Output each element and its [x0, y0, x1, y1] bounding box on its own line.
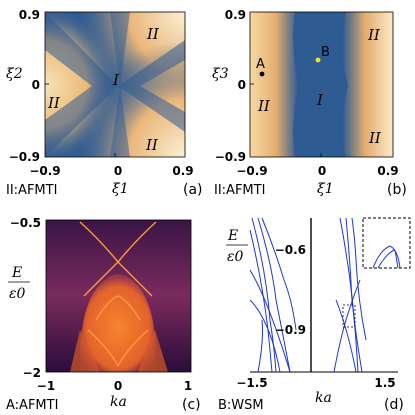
panel-a-ytick-mid: 0 — [32, 78, 40, 92]
panel-d-inset — [362, 217, 411, 269]
panel-d-xtick-left: −1.5 — [236, 376, 267, 390]
panel-b-ytick-bot: −0.9 — [215, 150, 246, 164]
panel-a-ytick-top: 0.9 — [19, 8, 40, 22]
panel-b-ytick-top: 0.9 — [225, 8, 246, 22]
point-a-label: A — [256, 57, 265, 72]
point-b-marker — [315, 57, 321, 63]
panel-c-ytick-bot: −2 — [23, 366, 41, 380]
panel-a-region-ii-topright: II — [146, 25, 160, 43]
panel-d-ylabel-num: E — [227, 228, 238, 244]
panel-c-legend: A:AFMTI — [6, 398, 58, 413]
panel-c-ylabel-den: ε0 — [9, 286, 26, 302]
panel-a-xtick-left: −0.9 — [29, 164, 60, 178]
panel-d-zoom-box — [342, 304, 356, 328]
panel-a-region-ii-left: II — [47, 94, 61, 112]
panel-a-legend: II:AFMTI — [6, 183, 57, 198]
panel-c: −0.5 −2 E ε0 −1 0 1 ka A:AFMTI (c) — [6, 216, 201, 413]
panel-a-xtick-right: 0.9 — [172, 164, 193, 178]
panel-c-xtick-mid: 0 — [114, 379, 122, 393]
panel-a-tag: (a) — [183, 182, 203, 198]
panel-c-xlabel: ka — [110, 394, 127, 410]
panel-a-ylabel: ξ2 — [6, 66, 23, 82]
panel-b-ytick-mid: 0 — [238, 78, 246, 92]
panel-b-xtick-mid: 0 — [318, 164, 326, 178]
panel-c-ylabel-num: E — [11, 265, 22, 281]
panel-d-tag: (d) — [384, 397, 404, 413]
panel-b-xtick-left: −0.9 — [236, 164, 267, 178]
point-b-label: B — [321, 45, 330, 60]
panel-d-xtick-right: 1.5 — [374, 376, 395, 390]
panel-b-region-i: I — [316, 91, 324, 109]
panel-d-ytick-top: −0.6 — [275, 243, 306, 257]
panel-b-xtick-right: 0.9 — [377, 164, 398, 178]
panel-d-legend: B:WSM — [218, 398, 264, 413]
panel-c-bands — [79, 221, 157, 367]
panel-a-region-ii-bottomright: II — [145, 136, 159, 154]
panel-b-region-ii-left: II — [257, 97, 271, 115]
panel-d: −0.6 −0.9 E ε0 −1.5 1.5 ka B:WSM (d) — [218, 217, 411, 413]
panel-a-ytick-bot: −0.9 — [9, 150, 40, 164]
panel-b: II I II II A B 0.9 0 −0.9 ξ3 −0.9 0 0.9 … — [212, 8, 407, 198]
panel-c-tag: (c) — [182, 397, 201, 413]
panel-c-xtick-right: 1 — [184, 379, 192, 393]
panel-a: II I II II 0.9 0 −0.9 ξ2 −0.9 0 0.9 ξ1 I… — [6, 8, 203, 198]
panel-b-legend: II:AFMTI — [214, 183, 265, 198]
panel-a-region-i: I — [112, 71, 120, 89]
panel-b-region-ii-topright: II — [367, 26, 381, 44]
panel-d-inset-bands — [372, 245, 401, 269]
panel-b-tag: (b) — [387, 182, 407, 198]
panel-d-ytick-bot: −0.9 — [275, 323, 306, 337]
point-a-marker — [259, 71, 265, 77]
panel-d-bands — [249, 217, 367, 373]
panel-a-xlabel: ξ1 — [112, 181, 129, 197]
panel-c-xtick-left: −1 — [37, 379, 55, 393]
panel-c-ytick-top: −0.5 — [10, 216, 41, 230]
panel-a-xtick-mid: 0 — [114, 164, 122, 178]
panel-d-ylabel-den: ε0 — [227, 249, 244, 265]
panel-b-xlabel: ξ1 — [317, 181, 334, 197]
panel-d-xlabel: ka — [315, 390, 332, 406]
panel-b-region-ii-bottomright: II — [368, 129, 382, 147]
panel-b-ylabel: ξ3 — [212, 66, 229, 82]
